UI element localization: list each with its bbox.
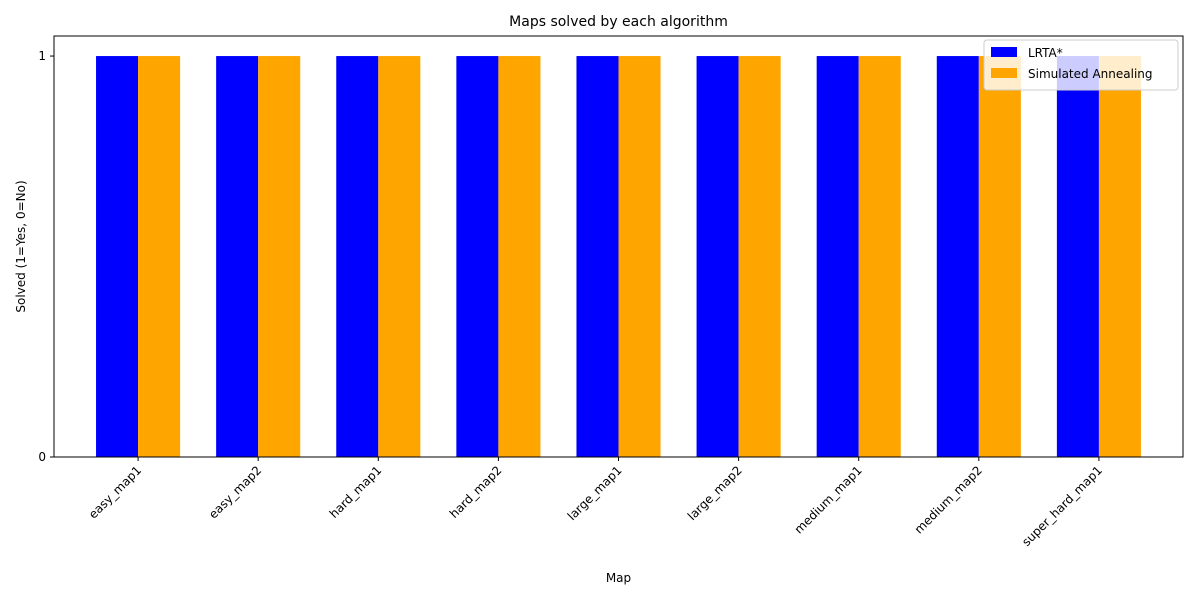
bar-lrta-medium_map2 [936,56,979,458]
x-axis-ticks: easy_map1 easy_map2 hard_map1 hard_map2 larg… [86,457,1105,549]
x-tick-label: large_map2 [685,463,745,523]
chart-title: Maps solved by each algorithm [509,14,728,30]
x-tick-label: easy_map2 [206,463,264,521]
x-axis-label: Map [606,571,631,585]
x-tick-label: hard_map2 [447,463,505,521]
legend-label-0: LRTA* [1028,46,1063,60]
x-tick-label: medium_map1 [792,463,865,536]
y-axis-label: Solved (1=Yes, 0=No) [14,180,28,312]
bar-simulated-annealing-medium_map2 [978,56,1021,458]
x-tick-label: hard_map1 [327,463,385,521]
x-tick-label: super_hard_map1 [1019,463,1105,549]
bar-lrta-hard_map1 [336,56,379,458]
y-axis-ticks: 01 [38,49,54,464]
bar-lrta-easy_map2 [216,56,259,458]
y-tick-label: 1 [38,49,46,63]
bar-lrta-medium_map1 [816,56,859,458]
bar-lrta-large_map1 [576,56,619,458]
bar-lrta-large_map2 [696,56,739,458]
bar-simulated-annealing-medium_map1 [858,56,901,458]
bar-simulated-annealing-large_map2 [738,56,781,458]
bar-simulated-annealing-super_hard_map1 [1098,56,1141,458]
x-tick-label: easy_map1 [86,463,144,521]
x-tick-label: large_map1 [565,463,625,523]
legend: LRTA* Simulated Annealing [983,39,1179,91]
bar-simulated-annealing-easy_map1 [138,56,181,458]
bar-simulated-annealing-hard_map1 [378,56,421,458]
bar-lrta-easy_map1 [96,56,139,458]
legend-box [983,39,1179,91]
legend-swatch-0 [991,47,1017,57]
bar-simulated-annealing-hard_map2 [498,56,541,458]
bars-group [96,56,1141,458]
bar-simulated-annealing-large_map1 [618,56,661,458]
bar-lrta-super_hard_map1 [1056,56,1099,458]
legend-label-1: Simulated Annealing [1028,67,1153,81]
x-tick-label: medium_map2 [912,463,985,536]
y-tick-label: 0 [38,450,46,464]
bar-simulated-annealing-easy_map2 [258,56,301,458]
legend-swatch-1 [991,68,1017,78]
bar-lrta-hard_map2 [456,56,499,458]
